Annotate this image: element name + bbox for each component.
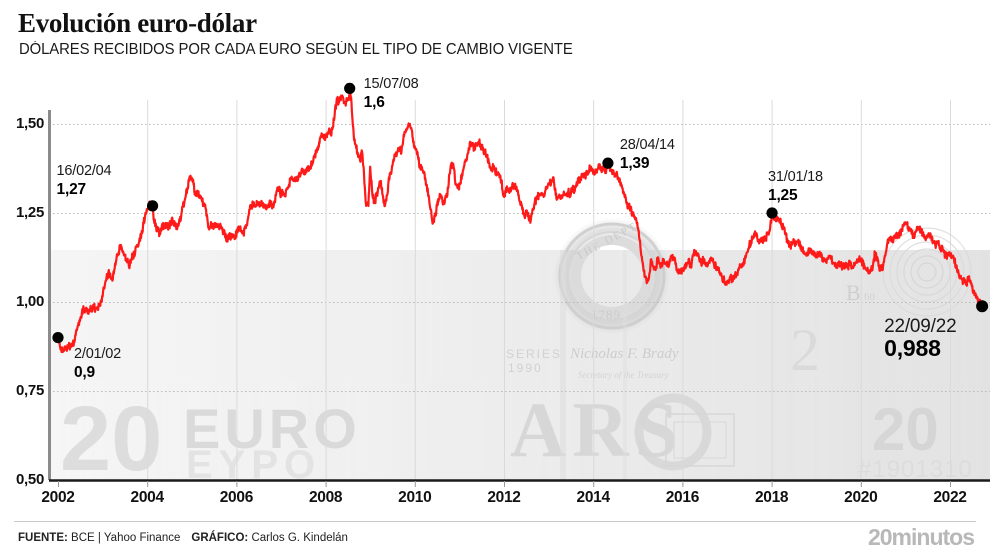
brand-logo: 20minutos: [867, 524, 975, 550]
annotation-date: 22/09/22: [884, 316, 957, 338]
annotation-label: 15/07/08 1,6: [364, 76, 419, 112]
annotation-marker: [976, 300, 989, 313]
x-axis-tick-label: 2002: [41, 489, 75, 506]
svg-text:EURO: EURO: [183, 397, 361, 460]
svg-text:60: 60: [864, 291, 876, 303]
annotation-value: 1,39: [619, 155, 650, 173]
svg-text:#1901310: #1901310: [858, 456, 973, 483]
y-axis-tick-label: 1,50: [16, 115, 44, 132]
credit-value: Carlos G. Kindelán: [251, 532, 348, 544]
footer-divider: [14, 521, 976, 522]
annotation-value: 0,988: [884, 335, 941, 362]
annotation-date: 15/07/08: [363, 76, 419, 93]
y-axis-tick-label: 1,25: [16, 204, 44, 221]
vertical-gridlines: [147, 100, 951, 480]
svg-text:1990: 1990: [508, 361, 543, 375]
annotation-value: 1,6: [363, 94, 385, 112]
x-axis-tick-label: 2016: [665, 489, 700, 506]
annotation-marker: [52, 332, 64, 344]
svg-text:Secretary of the Treasury: Secretary of the Treasury: [578, 370, 669, 380]
annotation-label: 16/02/04 1,27: [57, 163, 112, 199]
svg-text:20: 20: [872, 396, 939, 463]
svg-text:1789: 1789: [591, 307, 621, 322]
page-title: Evolución euro-dólar: [18, 8, 257, 38]
y-axis-tick-label: 0,50: [16, 471, 44, 488]
x-axis-tick-label: 2014: [576, 489, 611, 506]
annotation-marker: [602, 157, 614, 169]
x-axis-tick-label: 2004: [130, 489, 165, 506]
annotation-marker: [344, 82, 356, 94]
annotation-date: 16/02/04: [56, 162, 112, 179]
x-axis-tick-label: 2010: [398, 489, 432, 506]
annotation-value: 1,27: [56, 180, 87, 198]
annotation-value: 1,25: [768, 187, 798, 204]
svg-text:Nicholas F. Brady: Nicholas F. Brady: [569, 346, 679, 362]
svg-text:20: 20: [60, 388, 162, 490]
y-axis-tick-label: 0,75: [16, 382, 44, 399]
annotation-date: 28/04/14: [619, 137, 675, 154]
source-label: FUENTE:: [18, 532, 68, 544]
svg-text:EYPO: EYPO: [186, 443, 321, 487]
svg-text:B: B: [846, 280, 861, 305]
annotation-label: 2/01/02 0,9: [74, 346, 121, 382]
annotation-label: 31/01/18 1,25: [768, 169, 823, 205]
annotation-marker: [766, 207, 778, 219]
credit-label: GRÁFICO:: [191, 532, 249, 544]
y-axis-tick-label: 1,00: [16, 293, 44, 310]
x-axis-tick-label: 2006: [219, 489, 254, 506]
x-axis-tick-label: 2008: [308, 489, 343, 506]
x-axis-ticks: [58, 481, 951, 487]
footer-credits: FUENTE: BCE | Yahoo Finance GRÁFICO: Carl…: [18, 532, 348, 544]
annotation-marker: [146, 200, 159, 212]
svg-text:2: 2: [790, 317, 820, 383]
annotation-value: 0,9: [74, 363, 95, 381]
source-value: BCE | Yahoo Finance: [71, 532, 181, 544]
annotation-date: 31/01/18: [768, 169, 823, 185]
annotation-markers: [52, 82, 989, 344]
page-subtitle: DÓLARES RECIBIDOS POR CADA EURO SEGÚN EL…: [19, 41, 573, 58]
annotation-label: 22/09/22 0,988: [884, 316, 957, 362]
x-axis-tick-label: 2022: [933, 489, 967, 506]
x-axis-tick-label: 2012: [487, 489, 521, 506]
annotation-label: 28/04/14 1,39: [620, 137, 675, 173]
banknote-watermark: 20 EURO EYPO ARS 2 20 #1901310 THE DEPT …: [49, 218, 990, 490]
data-line-eurusd: [56, 87, 984, 354]
x-axis-tick-label: 2018: [754, 489, 789, 506]
svg-text:SERIES: SERIES: [506, 347, 562, 361]
x-axis-tick-label: 2020: [844, 489, 878, 506]
annotation-date: 2/01/02: [74, 345, 121, 362]
